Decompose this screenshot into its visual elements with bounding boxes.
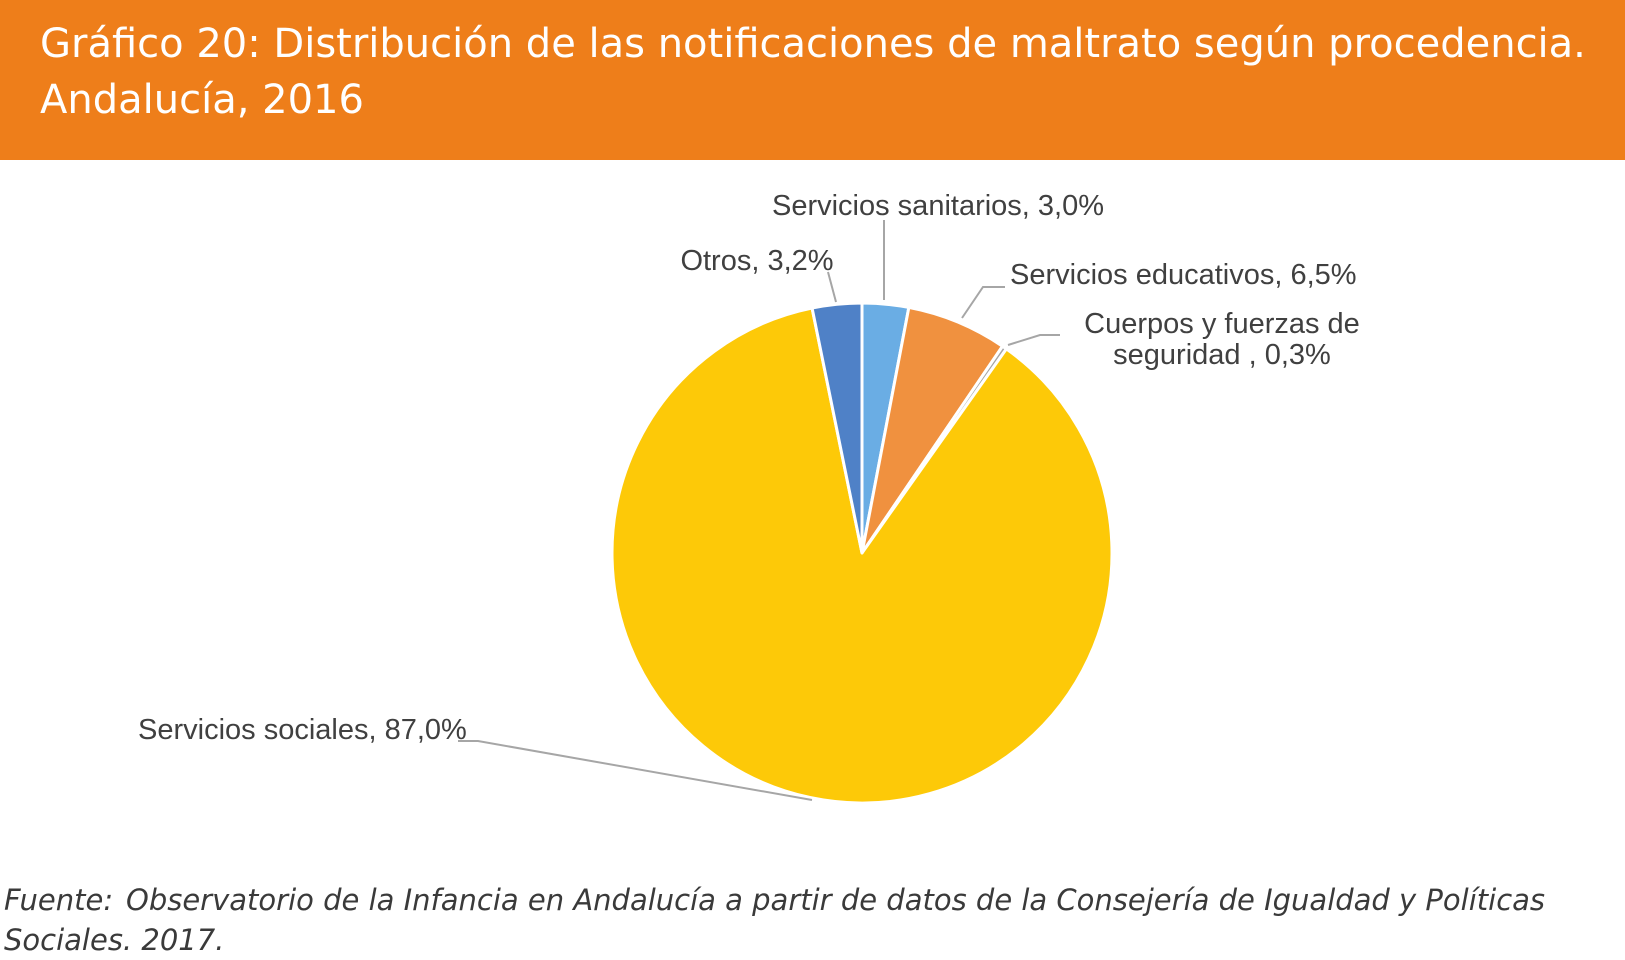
slice-label-servicios-sanitarios: Servicios sanitarios, 3,0% bbox=[772, 190, 1104, 222]
pie-slice-servicios-sociales bbox=[610, 306, 1114, 805]
slice-label-servicios-sociales: Servicios sociales, 87,0% bbox=[138, 714, 467, 746]
slice-label-cuerpos-y-fuerzas-de-seguridad: Cuerpos y fuerzas de seguridad , 0,3% bbox=[1084, 308, 1360, 371]
slice-label-otros: Otros, 3,2% bbox=[680, 245, 833, 277]
slice-label-line: seguridad , 0,3% bbox=[1113, 339, 1331, 371]
leader-line-servicios-educativos bbox=[961, 286, 1005, 319]
source-note: Fuente: Observatorio de la Infancia en An… bbox=[4, 880, 1624, 960]
leader-line-servicios-sociales bbox=[458, 740, 813, 801]
slice-label-line: Cuerpos y fuerzas de bbox=[1084, 308, 1360, 340]
leader-line-otros bbox=[827, 271, 837, 303]
chart-header: Gráfico 20: Distribución de las notifica… bbox=[0, 0, 1625, 160]
pie-chart: Servicios sanitarios, 3,0% Servicios educ… bbox=[138, 190, 1360, 805]
chart-title: Gráfico 20: Distribución de las notifica… bbox=[40, 21, 1586, 123]
pie-slice-otros bbox=[810, 301, 864, 555]
source-label: Fuente: bbox=[4, 883, 114, 917]
slice-label-servicios-educativos: Servicios educativos, 6,5% bbox=[1010, 259, 1357, 291]
leader-line-cuerpos-y-fuerzas-de-seguridad bbox=[1007, 334, 1060, 346]
source-text: Observatorio de la Infancia en Andalucía… bbox=[4, 883, 1546, 957]
